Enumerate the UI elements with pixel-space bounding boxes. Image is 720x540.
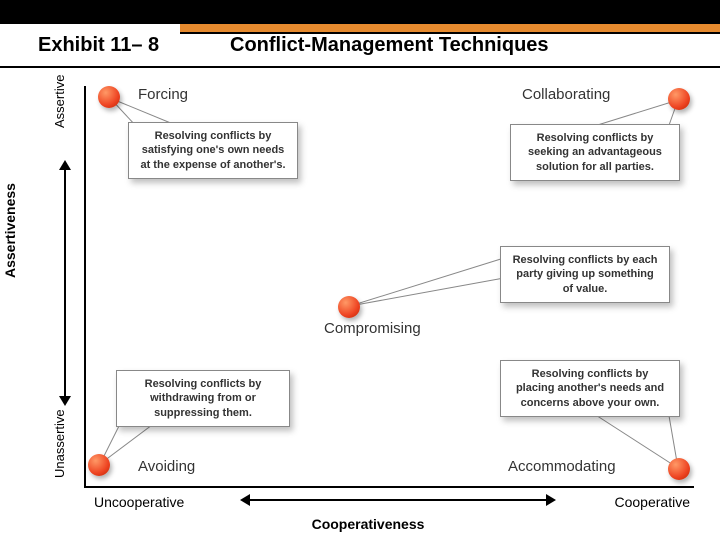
collaborating-label: Collaborating <box>522 86 610 103</box>
exhibit-label: Exhibit 11– 8 <box>38 34 159 57</box>
arrow-left-icon <box>240 494 250 506</box>
top-black-bar <box>0 0 720 24</box>
avoiding-dot <box>88 454 110 476</box>
collaborating-description: Resolving conflicts by seeking an advant… <box>510 124 680 181</box>
forcing-label: Forcing <box>138 86 188 103</box>
y-axis-title: Assertiveness <box>2 183 18 278</box>
x-axis-low-label: Uncooperative <box>94 494 184 510</box>
y-axis-low-label: Unassertive <box>52 409 67 478</box>
accommodating-label: Accommodating <box>508 458 616 475</box>
compromising-description: Resolving conflicts by each party giving… <box>500 246 670 303</box>
accommodating-description: Resolving conflicts by placing another's… <box>500 360 680 417</box>
x-axis-arrow <box>248 499 548 501</box>
x-axis-title: Cooperativeness <box>28 516 708 532</box>
header-row: Exhibit 11– 8 Conflict-Management Techni… <box>0 32 720 68</box>
collaborating-dot <box>668 88 690 110</box>
y-axis-high-label: Assertive <box>52 75 67 128</box>
arrow-down-icon <box>59 396 71 406</box>
x-axis-line <box>84 486 694 488</box>
chart-area: Assertiveness Assertive Unassertive Unco… <box>28 78 708 530</box>
arrow-up-icon <box>59 160 71 170</box>
page-title: Conflict-Management Techniques <box>230 34 549 57</box>
compromising-dot <box>338 296 360 318</box>
y-axis-arrow <box>64 168 66 398</box>
avoiding-label: Avoiding <box>138 458 195 475</box>
compromising-label: Compromising <box>324 320 421 337</box>
y-axis-line <box>84 86 86 486</box>
avoiding-description: Resolving conflicts by withdrawing from … <box>116 370 290 427</box>
accommodating-dot <box>668 458 690 480</box>
x-axis-high-label: Cooperative <box>615 494 691 510</box>
forcing-dot <box>98 86 120 108</box>
forcing-description: Resolving conflicts by satisfying one's … <box>128 122 298 179</box>
arrow-right-icon <box>546 494 556 506</box>
